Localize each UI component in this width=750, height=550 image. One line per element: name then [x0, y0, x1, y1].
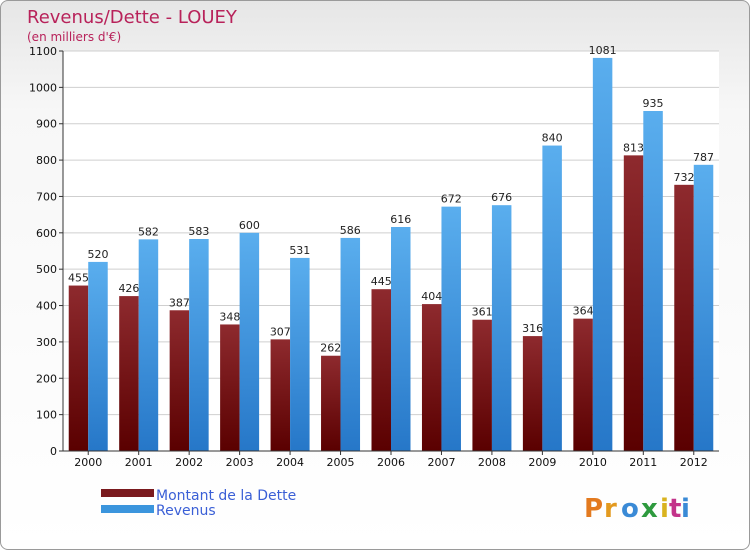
y-tick-label: 300 [36, 336, 57, 349]
debt-value-label: 732 [674, 171, 695, 184]
revenue-bar [138, 239, 159, 451]
debt-value-label: 426 [118, 282, 139, 295]
debt-bar [573, 318, 593, 451]
debt-bar [270, 339, 291, 451]
x-tick-label: 2007 [427, 456, 455, 469]
x-tick-label: 2005 [327, 456, 355, 469]
chart-subtitle: (en milliers d'€) [27, 30, 121, 44]
revenue-bar [491, 205, 512, 451]
y-tick-label: 200 [36, 372, 57, 385]
debt-value-label: 404 [421, 290, 442, 303]
debt-value-label: 361 [472, 306, 493, 319]
logo-letter-r: r [604, 494, 617, 524]
debt-bar [421, 304, 442, 451]
x-tick-label: 2004 [276, 456, 304, 469]
svg-text:P r o: P r o x i t i [584, 494, 691, 524]
x-tick-label: 2006 [377, 456, 405, 469]
y-tick-label: 0 [50, 445, 57, 458]
x-tick-label: 2008 [478, 456, 506, 469]
x-tick-label: 2003 [226, 456, 254, 469]
revenue-value-label: 583 [188, 225, 209, 238]
revenue-bar [542, 145, 562, 451]
debt-bar [623, 155, 644, 451]
revenue-value-label: 586 [340, 224, 361, 237]
y-tick-label: 100 [36, 409, 57, 422]
x-tick-label: 2001 [125, 456, 153, 469]
debt-value-label: 307 [270, 325, 291, 338]
debt-bar [522, 336, 543, 451]
revenue-value-label: 600 [239, 219, 260, 232]
legend-swatch-revenue [101, 505, 154, 513]
debt-value-label: 387 [169, 296, 190, 309]
debt-value-label: 262 [320, 342, 341, 355]
revenue-value-label: 520 [87, 248, 108, 261]
x-tick-label: 2002 [175, 456, 203, 469]
revenue-value-label: 787 [693, 151, 714, 164]
revenue-bar [693, 164, 714, 451]
axes: 0 100 200 300 400 500 600 700 800 900 1000 1100 2000… [29, 45, 719, 469]
y-tick-label: 900 [36, 118, 57, 131]
debt-bar [371, 289, 391, 451]
y-tick-label: 800 [36, 154, 57, 167]
legend-label-revenue: Revenus [156, 503, 216, 519]
legend: Montant de la Dette Revenus [101, 488, 296, 519]
debt-value-label: 813 [623, 141, 644, 154]
x-tick-label: 2012 [680, 456, 708, 469]
revenue-value-label: 840 [542, 132, 563, 145]
debt-value-label: 445 [371, 275, 392, 288]
revenue-bar [592, 57, 613, 452]
chart-title: Revenus/Dette - LOUEY [27, 7, 238, 28]
y-tick-label: 700 [36, 190, 57, 203]
x-tick-label: 2011 [629, 456, 657, 469]
logo-letter-o: o [621, 494, 639, 524]
debt-bar [119, 296, 139, 451]
debt-bar [220, 324, 240, 451]
revenue-bar [391, 227, 411, 451]
debt-value-label: 455 [68, 272, 89, 285]
revenue-bar [290, 257, 310, 451]
legend-label-debt: Montant de la Dette [156, 488, 296, 504]
revenue-value-label: 1081 [589, 44, 617, 57]
debt-bar [169, 310, 190, 451]
revenue-bar [643, 111, 663, 451]
revenue-bar [340, 237, 361, 451]
revenue-value-label: 672 [441, 193, 462, 206]
revenue-value-label: 935 [643, 97, 664, 110]
revenue-bar [441, 206, 461, 451]
debt-bar [321, 355, 341, 451]
debt-value-label: 316 [522, 322, 543, 335]
logo-letter-x: x [641, 494, 658, 524]
debt-bar [674, 184, 694, 451]
x-tick-label: 2010 [579, 456, 607, 469]
y-tick-label: 600 [36, 227, 57, 240]
x-tick-label: 2009 [528, 456, 556, 469]
debt-bar [68, 285, 89, 451]
debt-bar [472, 319, 492, 451]
logo-letter-i: i [660, 494, 669, 524]
y-tick-label: 400 [36, 300, 57, 313]
proxiti-logo: P r o x i t i [584, 494, 691, 524]
legend-swatch-debt [101, 489, 154, 497]
logo-letter-t: t [669, 494, 681, 524]
revenue-value-label: 531 [289, 244, 310, 257]
revenue-bar [239, 232, 260, 451]
logo-letter-i2: i [681, 494, 690, 524]
bars: 455 520 426 582 387 583 348 600 307 531 262 586 445 6… [68, 44, 714, 452]
y-tick-label: 1100 [29, 45, 57, 58]
revenue-value-label: 582 [138, 225, 159, 238]
logo-letter-p: P [584, 494, 603, 524]
y-tick-label: 500 [36, 263, 57, 276]
revenue-bar [189, 239, 209, 451]
x-tick-label: 2000 [74, 456, 102, 469]
revenue-value-label: 616 [390, 213, 411, 226]
debt-value-label: 348 [219, 310, 240, 323]
revenue-value-label: 676 [491, 191, 512, 204]
y-tick-label: 1000 [29, 81, 57, 94]
revenue-bar [88, 261, 108, 451]
debt-value-label: 364 [573, 305, 594, 318]
